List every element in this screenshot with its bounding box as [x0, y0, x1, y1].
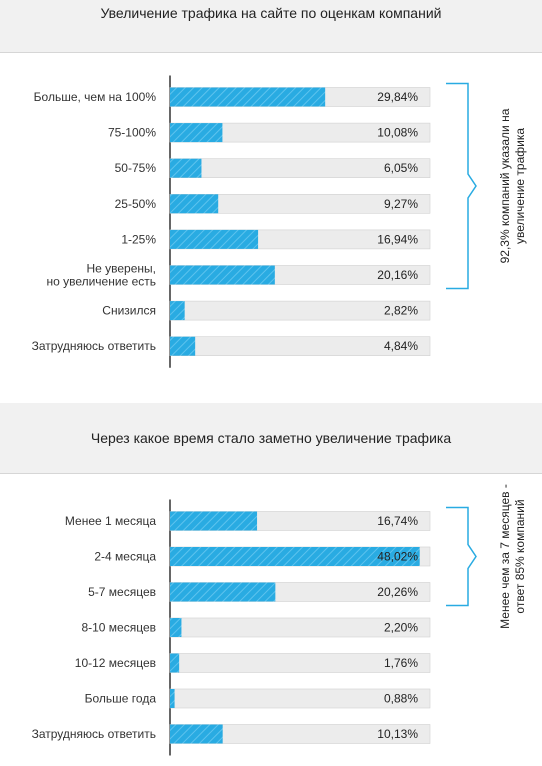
value-label: 9,27%	[384, 197, 418, 211]
category-label: Не уверены, но увеличение есть	[46, 262, 156, 289]
chart1-header: Увеличение трафика на сайте по оценкам к…	[0, 0, 542, 53]
category-label: Снизился	[102, 304, 156, 318]
value-label: 2,82%	[384, 304, 418, 318]
category-label: Менее 1 месяца	[65, 514, 156, 528]
bar	[170, 511, 258, 531]
value-label: 6,05%	[384, 161, 418, 175]
value-label: 2,20%	[384, 621, 418, 635]
value-label: 20,26%	[377, 585, 418, 599]
value-label: 10,13%	[377, 727, 418, 741]
bar	[170, 87, 326, 107]
bar	[170, 265, 275, 285]
chart1-title: Увеличение трафика на сайте по оценкам к…	[100, 5, 442, 21]
bar	[170, 158, 202, 178]
category-label: 10-12 месяцев	[75, 656, 156, 670]
category-label: 5-7 месяцев	[88, 585, 156, 599]
category-label: 75-100%	[108, 126, 156, 140]
value-label: 16,74%	[377, 514, 418, 528]
chart2-svg: 16,74% Менее 1 месяца 48,02% 2-4 месяца 20,2…	[32, 484, 527, 756]
bracket-annotation	[446, 506, 477, 607]
category-label: Затрудняюсь ответить	[32, 727, 156, 741]
value-label: 20,16%	[377, 268, 418, 282]
value-label: 1,76%	[384, 656, 418, 670]
annotation-text: Менее чем за 7 месяцев -ответ 85% компан…	[498, 484, 527, 629]
chart1-svg: 29,84% Больше, чем на 100% 10,08% 75-100% 6,…	[32, 75, 527, 368]
bar	[170, 582, 276, 602]
bar	[170, 123, 223, 143]
value-label: 48,02%	[377, 550, 418, 564]
category-label: 8-10 месяцев	[81, 621, 156, 635]
category-label: Больше, чем на 100%	[34, 90, 157, 104]
bar	[170, 547, 420, 566]
bracket-annotation	[446, 82, 477, 290]
bar	[170, 653, 180, 673]
bar	[170, 336, 196, 356]
value-label: 16,94%	[377, 232, 418, 246]
chart2-header: Через какое время стало заметно увеличен…	[0, 403, 542, 474]
chart2-title: Через какое время стало заметно увеличен…	[90, 430, 452, 446]
category-label: 50-75%	[115, 161, 157, 175]
value-label: 10,08%	[377, 126, 418, 140]
category-label: Больше года	[85, 692, 157, 706]
bar	[170, 229, 259, 249]
category-label: 25-50%	[115, 197, 157, 211]
bar	[170, 194, 219, 214]
value-label: 4,84%	[384, 339, 418, 353]
bar	[170, 689, 175, 708]
bar	[170, 301, 185, 321]
value-label: 29,84%	[377, 90, 418, 104]
category-label: 1-25%	[121, 232, 156, 246]
bar	[170, 618, 182, 637]
bar	[170, 724, 223, 744]
category-label: Затрудняюсь ответить	[32, 339, 156, 353]
annotation-text: 92,3% компаний указали наувеличение траф…	[498, 108, 527, 263]
value-label: 0,88%	[384, 692, 418, 706]
category-label: 2-4 месяца	[94, 550, 156, 564]
